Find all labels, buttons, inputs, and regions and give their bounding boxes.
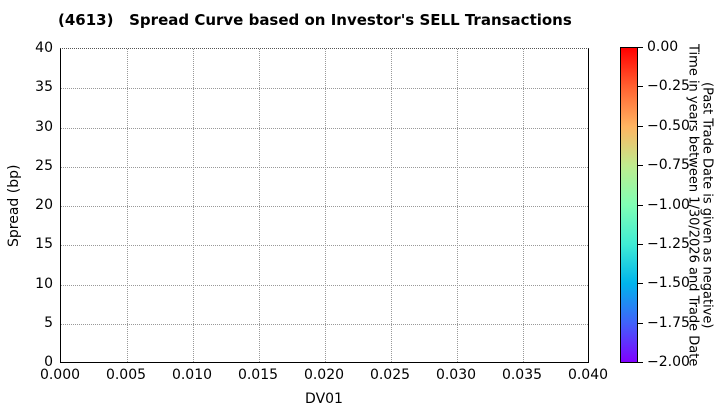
- colorbar-label-line-2: (Past Trade Date is given as negative): [699, 81, 715, 329]
- colorbar-tick-mark: [638, 244, 643, 245]
- colorbar-tick-mark: [638, 86, 643, 87]
- colorbar-label-line-1: Time in years between 1/30/2026 and Trad…: [685, 43, 701, 367]
- colorbar-tick-mark: [638, 362, 643, 363]
- x-tick-label: 0.005: [105, 367, 147, 383]
- x-gridline: [457, 49, 458, 362]
- x-tick-label: 0.030: [435, 367, 477, 383]
- y-tick-label: 0: [44, 354, 53, 370]
- chart-title: (4613) Spread Curve based on Investor's …: [58, 11, 572, 29]
- y-tick-label: 30: [35, 119, 53, 135]
- x-tick-label: 0.000: [39, 367, 81, 383]
- colorbar-tick-label: −1.75: [647, 315, 690, 331]
- colorbar-gradient: [620, 47, 638, 363]
- x-gridline: [193, 49, 194, 362]
- x-tick-label: 0.035: [501, 367, 543, 383]
- colorbar-tick-label: −0.75: [647, 157, 690, 173]
- colorbar-tick-label: −1.00: [647, 197, 690, 213]
- colorbar-tick-mark: [638, 126, 643, 127]
- y-tick-label: 5: [44, 315, 53, 331]
- plot-area: [60, 48, 589, 363]
- y-gridline: [61, 324, 588, 325]
- x-tick-label: 0.020: [303, 367, 345, 383]
- colorbar-tick-label: −0.25: [647, 78, 690, 94]
- colorbar-tick-mark: [638, 283, 643, 284]
- colorbar-tick-mark: [638, 323, 643, 324]
- colorbar-tick-label: −0.50: [647, 118, 690, 134]
- x-tick-label: 0.015: [237, 367, 279, 383]
- y-gridline: [61, 285, 588, 286]
- colorbar-tick-mark: [638, 165, 643, 166]
- colorbar-tick-label: −2.00: [647, 354, 690, 370]
- y-gridline: [61, 128, 588, 129]
- colorbar-tick-mark: [638, 205, 643, 206]
- colorbar-tick-mark: [638, 47, 643, 48]
- colorbar-axis-label: Time in years between 1/30/2026 and Trad…: [685, 40, 715, 370]
- y-tick-label: 10: [35, 276, 53, 292]
- y-gridline: [61, 245, 588, 246]
- y-tick-label: 20: [35, 197, 53, 213]
- y-gridline: [61, 167, 588, 168]
- colorbar-tick-label: −1.25: [647, 236, 690, 252]
- y-tick-label: 35: [35, 79, 53, 95]
- x-tick-label: 0.010: [171, 367, 213, 383]
- y-gridline: [61, 88, 588, 89]
- x-gridline: [325, 49, 326, 362]
- colorbar-tick-label: 0.00: [647, 39, 679, 55]
- y-tick-label: 15: [35, 236, 53, 252]
- x-gridline: [523, 49, 524, 362]
- y-tick-label: 40: [35, 40, 53, 56]
- y-gridline: [61, 206, 588, 207]
- y-tick-label: 25: [35, 158, 53, 174]
- x-gridline: [259, 49, 260, 362]
- x-gridline: [127, 49, 128, 362]
- x-gridline: [391, 49, 392, 362]
- x-axis-label: DV01: [305, 391, 343, 407]
- colorbar-tick-label: −1.50: [647, 275, 690, 291]
- x-tick-label: 0.025: [369, 367, 411, 383]
- x-tick-label: 0.040: [567, 367, 609, 383]
